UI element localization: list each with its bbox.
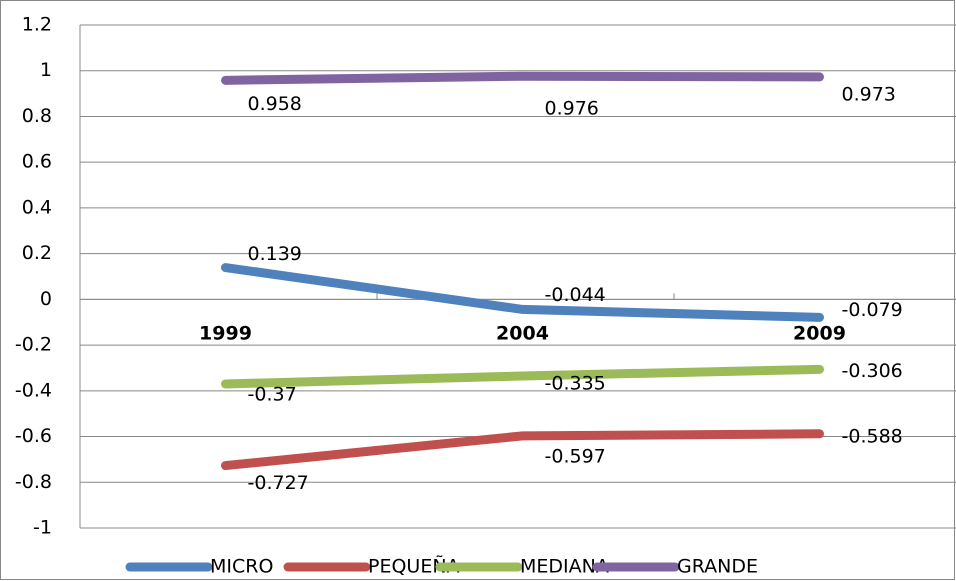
data-label: 0.139 <box>248 243 302 265</box>
series-line <box>221 429 824 471</box>
data-label: -0.044 <box>545 284 606 306</box>
data-label: -0.597 <box>545 445 606 467</box>
legend-label: GRANDE <box>677 556 758 578</box>
data-label: -0.37 <box>248 383 297 405</box>
y-tick-label: 1 <box>40 59 52 81</box>
data-label: -0.588 <box>842 425 903 447</box>
y-tick-label: -0.8 <box>15 471 52 493</box>
data-label: 0.958 <box>248 93 302 115</box>
x-tick-label: 1999 <box>199 323 252 345</box>
y-tick-label: 0.8 <box>22 105 52 127</box>
legend-label: MEDIANA <box>520 556 609 578</box>
legend-label: PEQUEÑA <box>368 555 460 578</box>
data-label: 0.973 <box>842 83 896 105</box>
data-label: -0.727 <box>248 472 309 494</box>
series-line <box>221 364 824 389</box>
y-tick-label: 0.6 <box>22 151 52 173</box>
data-label: 0.976 <box>545 98 599 120</box>
y-tick-label: -0.2 <box>15 334 52 356</box>
x-tick-label: 2009 <box>793 323 846 345</box>
data-label: -0.306 <box>842 360 903 382</box>
y-tick-label: -0.6 <box>15 425 52 447</box>
series-line <box>221 263 824 322</box>
y-tick-label: 0.2 <box>22 242 52 264</box>
data-label: -0.079 <box>842 299 903 321</box>
y-tick-label: -1 <box>33 517 52 539</box>
x-tick-label: 2004 <box>496 323 549 345</box>
y-tick-label: -0.4 <box>15 379 52 401</box>
y-tick-label: 0 <box>40 288 52 310</box>
series-line <box>221 71 824 85</box>
y-tick-label: 0.4 <box>22 196 52 218</box>
legend-label: MICRO <box>210 556 273 578</box>
y-tick-label: 1.2 <box>22 14 52 36</box>
data-label: -0.335 <box>545 372 606 394</box>
